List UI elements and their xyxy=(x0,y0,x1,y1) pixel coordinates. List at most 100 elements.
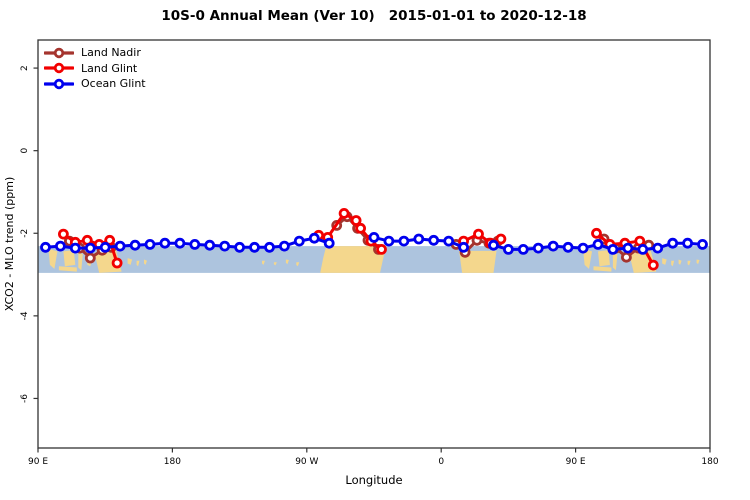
map-land-pacific-3 xyxy=(285,259,289,265)
land-nadir-marker-icon xyxy=(44,47,74,58)
y-tick-label: 2 xyxy=(20,65,30,71)
data-point-land-glint xyxy=(338,207,350,219)
data-point-ocean-glint xyxy=(144,238,156,250)
data-point-ocean-glint xyxy=(577,242,589,254)
data-point-land-glint xyxy=(495,233,507,245)
x-tick-label: 90 W xyxy=(295,457,318,467)
data-point-ocean-glint xyxy=(443,235,455,247)
x-tick-label: 180 xyxy=(164,457,181,467)
data-point-ocean-glint xyxy=(129,239,141,251)
data-point-ocean-glint xyxy=(697,238,708,250)
data-point-land-glint xyxy=(591,227,602,239)
map-land-south-america xyxy=(320,246,386,273)
data-point-ocean-glint xyxy=(293,235,305,247)
data-point-ocean-glint xyxy=(458,241,470,253)
map-land-borneo-r xyxy=(598,250,610,267)
data-point-ocean-glint xyxy=(637,243,649,255)
y-tick-label: -2 xyxy=(20,229,30,238)
data-point-land-glint xyxy=(104,234,116,246)
data-point-ocean-glint xyxy=(40,241,51,253)
land-glint-marker-icon xyxy=(44,63,74,74)
data-point-ocean-glint xyxy=(413,233,425,245)
map-land-specks-r4 xyxy=(687,260,691,266)
data-point-ocean-glint xyxy=(174,237,186,249)
map-land-pacific-1 xyxy=(262,260,265,265)
map-land-solomons-3 xyxy=(144,259,147,265)
data-point-ocean-glint xyxy=(159,237,171,249)
data-point-ocean-glint xyxy=(488,239,499,251)
data-point-ocean-glint xyxy=(234,241,246,253)
map-land-sumatra xyxy=(48,248,58,269)
map-land-sulawesi xyxy=(78,252,83,271)
x-axis-title: Longitude xyxy=(345,473,402,487)
map-land-sulawesi-r xyxy=(612,252,618,271)
data-point-ocean-glint xyxy=(69,242,81,254)
data-point-ocean-glint xyxy=(84,242,96,254)
data-point-ocean-glint xyxy=(114,240,126,252)
data-point-ocean-glint xyxy=(308,232,320,244)
data-point-ocean-glint xyxy=(368,231,380,243)
data-point-ocean-glint xyxy=(278,240,290,252)
legend-label: Ocean Glint xyxy=(81,77,146,91)
legend-item-land-glint: Land Glint xyxy=(44,61,146,77)
legend-label: Land Glint xyxy=(81,61,138,75)
data-point-ocean-glint xyxy=(189,238,201,250)
data-point-ocean-glint xyxy=(383,235,395,247)
data-point-ocean-glint xyxy=(667,237,679,249)
data-point-land-glint xyxy=(350,215,362,226)
data-point-ocean-glint xyxy=(652,242,664,254)
data-point-ocean-glint xyxy=(219,240,231,252)
data-point-land-glint xyxy=(634,235,646,247)
map-land-pacific-4 xyxy=(296,262,300,267)
x-tick-label: 180 xyxy=(701,457,718,467)
map-land-solomons-2 xyxy=(136,260,140,267)
x-tick-label: 90 E xyxy=(566,457,586,467)
data-point-land-glint xyxy=(111,257,123,269)
data-point-ocean-glint xyxy=(264,241,275,253)
data-point-ocean-glint xyxy=(682,237,693,249)
map-land-java-r xyxy=(593,266,612,272)
data-point-ocean-glint xyxy=(204,239,216,251)
legend-item-land-nadir: Land Nadir xyxy=(44,45,146,61)
data-point-ocean-glint xyxy=(502,243,514,255)
data-point-ocean-glint xyxy=(249,241,260,253)
data-point-land-glint xyxy=(58,228,69,240)
map-land-sumatra-r xyxy=(583,248,592,269)
map-land-borneo xyxy=(63,250,76,267)
data-point-land-nadir xyxy=(621,251,632,263)
x-tick-label: 0 xyxy=(438,457,444,467)
data-point-land-nadir xyxy=(84,252,96,264)
data-point-ocean-glint xyxy=(428,234,440,246)
map-land-pacific-2 xyxy=(273,262,277,266)
ocean-glint-marker-icon xyxy=(44,78,74,89)
legend-label: Land Nadir xyxy=(81,46,141,60)
data-point-ocean-glint xyxy=(323,237,335,249)
map-land-solomons-1 xyxy=(127,258,133,265)
data-point-ocean-glint xyxy=(547,240,559,252)
legend: Land Nadir Land Glint Ocean Glint xyxy=(44,45,146,92)
y-tick-label: -6 xyxy=(20,394,30,403)
data-point-land-glint xyxy=(473,228,484,240)
legend-item-ocean-glint: Ocean Glint xyxy=(44,76,146,92)
data-point-ocean-glint xyxy=(99,241,111,253)
map-land-specks-r5 xyxy=(696,259,700,265)
data-point-land-glint xyxy=(647,259,659,271)
data-point-land-glint xyxy=(355,222,367,234)
y-tick-label: -4 xyxy=(20,311,30,320)
y-tick-label: 0 xyxy=(20,148,30,154)
data-point-ocean-glint xyxy=(532,242,544,254)
chart-title: 10S-0 Annual Mean (Ver 10) 2015-01-01 to… xyxy=(161,8,587,24)
data-point-ocean-glint xyxy=(562,241,574,253)
data-point-ocean-glint xyxy=(55,240,66,252)
data-point-land-glint xyxy=(376,243,387,255)
data-point-ocean-glint xyxy=(398,235,410,247)
data-point-ocean-glint xyxy=(517,243,529,255)
map-land-java xyxy=(58,266,77,272)
x-tick-label: 90 E xyxy=(28,457,48,467)
plot-box xyxy=(37,39,711,449)
map-land-specks-r1 xyxy=(662,258,667,265)
data-point-ocean-glint xyxy=(622,242,634,254)
y-axis-title: XCO2 - MLO trend (ppm) xyxy=(3,177,16,312)
